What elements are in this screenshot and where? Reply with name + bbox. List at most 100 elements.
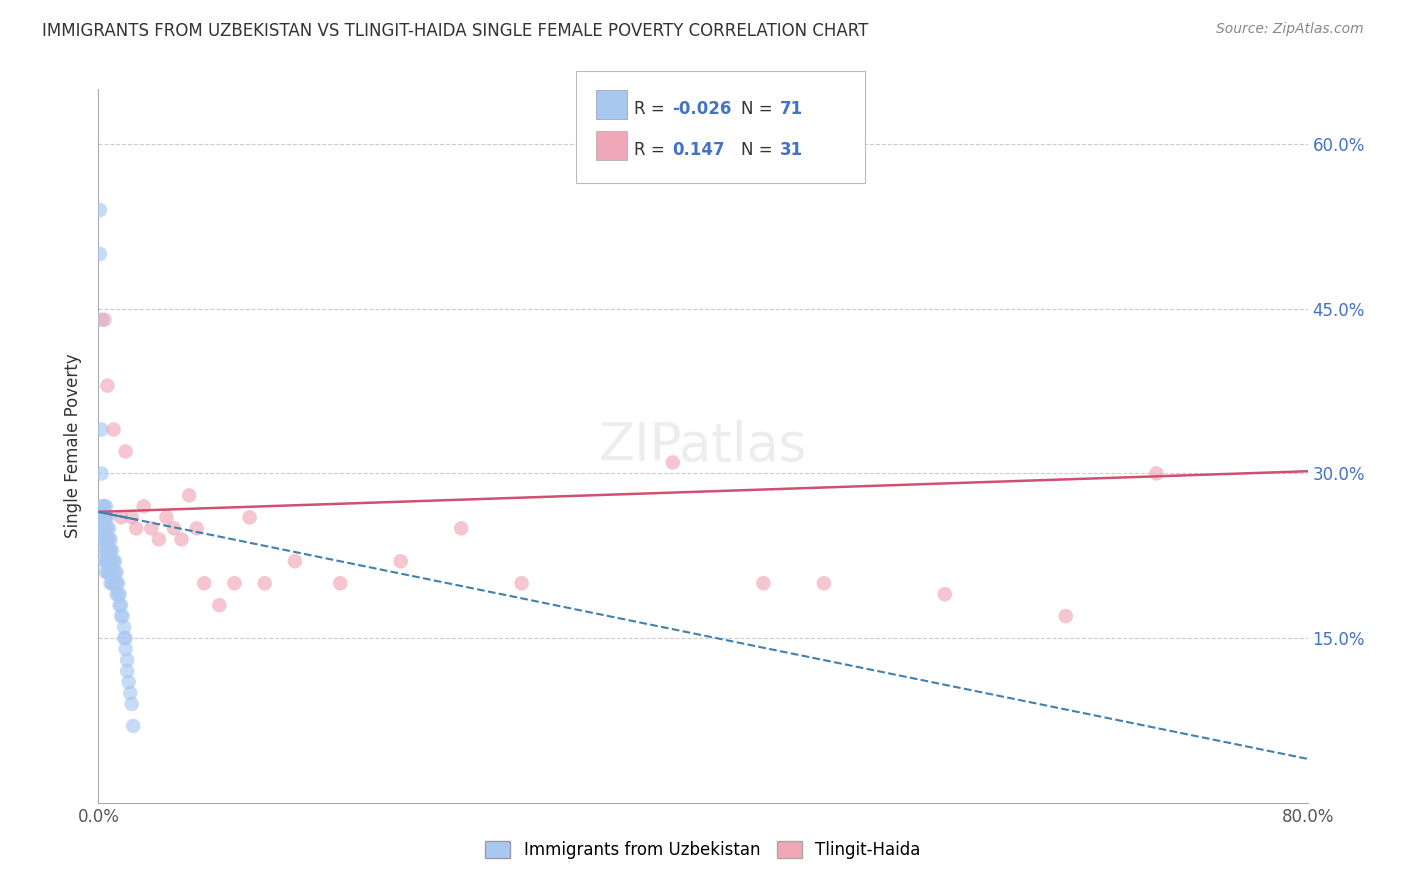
Point — [101, 576, 124, 591]
Point — [98, 566, 121, 580]
Point — [450, 521, 472, 535]
Point — [90, 312, 112, 326]
Point — [186, 521, 208, 535]
Point — [813, 576, 835, 591]
Point — [104, 566, 127, 580]
Point — [91, 510, 114, 524]
Point — [208, 598, 231, 612]
Point — [107, 576, 129, 591]
Point — [91, 510, 114, 524]
Point — [1054, 609, 1077, 624]
Text: -0.026: -0.026 — [672, 100, 731, 118]
Point — [100, 576, 122, 591]
Point — [105, 566, 128, 580]
Point — [93, 510, 115, 524]
Point — [104, 554, 127, 568]
Point — [239, 510, 262, 524]
Point — [100, 554, 122, 568]
Point — [107, 587, 129, 601]
Point — [108, 587, 131, 601]
Point — [94, 566, 117, 580]
Point — [98, 554, 121, 568]
Point — [100, 543, 122, 558]
Point — [253, 576, 276, 591]
Text: R =: R = — [634, 141, 681, 159]
Point — [284, 554, 307, 568]
Point — [91, 533, 114, 547]
Point — [105, 576, 128, 591]
Point — [100, 566, 122, 580]
Point — [90, 423, 112, 437]
Point — [112, 631, 135, 645]
Point — [89, 202, 111, 217]
Point — [112, 620, 135, 634]
Point — [94, 543, 117, 558]
Point — [661, 455, 683, 469]
Text: 71: 71 — [780, 100, 803, 118]
Point — [94, 510, 117, 524]
Point — [110, 510, 132, 524]
Point — [1144, 467, 1167, 481]
Point — [510, 576, 533, 591]
Point — [118, 675, 141, 690]
Point — [93, 510, 115, 524]
Point — [101, 554, 124, 568]
Point — [93, 554, 115, 568]
Point — [389, 554, 412, 568]
Point — [93, 500, 115, 514]
Point — [103, 423, 125, 437]
Point — [115, 664, 138, 678]
Point — [94, 533, 117, 547]
Point — [93, 521, 115, 535]
Text: IMMIGRANTS FROM UZBEKISTAN VS TLINGIT-HAIDA SINGLE FEMALE POVERTY CORRELATION CH: IMMIGRANTS FROM UZBEKISTAN VS TLINGIT-HA… — [42, 22, 869, 40]
Point — [91, 500, 114, 514]
Point — [101, 566, 124, 580]
Point — [141, 521, 163, 535]
Point — [114, 631, 136, 645]
Point — [91, 500, 114, 514]
Point — [111, 609, 134, 624]
Point — [114, 444, 136, 458]
Point — [103, 576, 125, 591]
Point — [329, 576, 352, 591]
Point — [148, 533, 170, 547]
Point — [110, 609, 132, 624]
Point — [163, 521, 186, 535]
Point — [155, 510, 177, 524]
Point — [94, 500, 117, 514]
Point — [98, 521, 121, 535]
Point — [752, 576, 775, 591]
Text: ZIPatlas: ZIPatlas — [599, 420, 807, 472]
Point — [93, 543, 115, 558]
Point — [108, 598, 131, 612]
Point — [224, 576, 246, 591]
Point — [96, 533, 118, 547]
Point — [103, 554, 125, 568]
Point — [94, 521, 117, 535]
Y-axis label: Single Female Poverty: Single Female Poverty — [65, 354, 83, 538]
Point — [93, 533, 115, 547]
Text: 0.147: 0.147 — [672, 141, 724, 159]
Point — [105, 587, 128, 601]
Point — [96, 554, 118, 568]
Point — [121, 697, 143, 711]
Point — [98, 533, 121, 547]
Point — [125, 521, 148, 535]
Point — [101, 543, 124, 558]
Point — [96, 521, 118, 535]
Point — [96, 566, 118, 580]
Text: N =: N = — [741, 141, 778, 159]
Point — [132, 500, 155, 514]
Point — [934, 587, 956, 601]
Point — [114, 642, 136, 657]
Text: Source: ZipAtlas.com: Source: ZipAtlas.com — [1216, 22, 1364, 37]
Point — [94, 554, 117, 568]
Point — [110, 598, 132, 612]
Point — [120, 686, 142, 700]
Point — [193, 576, 215, 591]
Point — [115, 653, 138, 667]
Point — [122, 719, 145, 733]
Point — [121, 510, 143, 524]
Point — [93, 312, 115, 326]
Point — [96, 378, 118, 392]
